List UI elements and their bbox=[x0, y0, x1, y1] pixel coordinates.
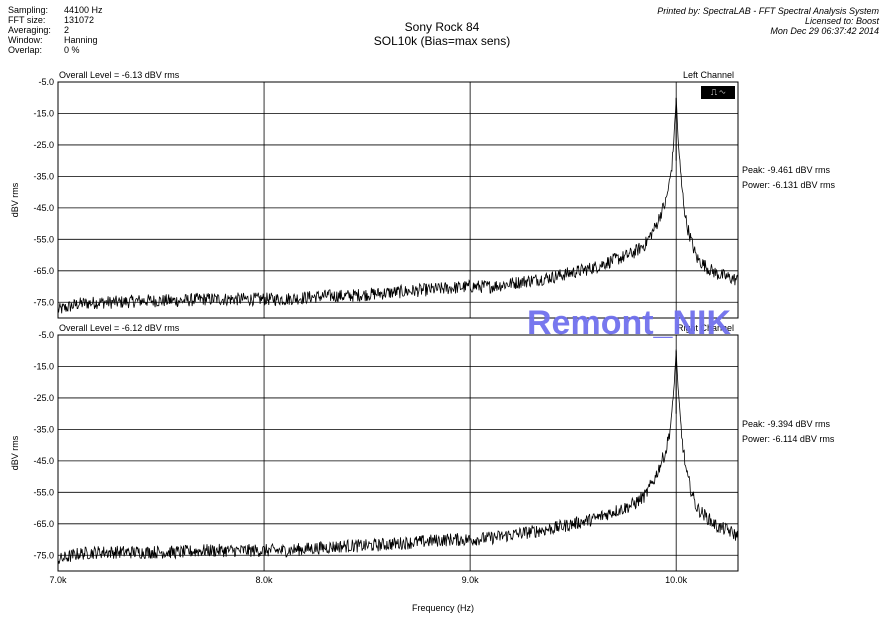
y-tick-label: -55.0 bbox=[33, 487, 54, 497]
printed-by: Printed by: SpectraLAB - FFT Spectral An… bbox=[657, 6, 879, 16]
setting-value: Hanning bbox=[64, 35, 98, 45]
y-tick-label: -45.0 bbox=[33, 203, 54, 213]
setting-label: Window: bbox=[8, 35, 43, 45]
watermark-text: Remont_NIK bbox=[527, 304, 732, 342]
setting-label: Overlap: bbox=[8, 45, 43, 55]
x-tick-label: 9.0k bbox=[462, 575, 480, 585]
print-date: Mon Dec 29 06:37:42 2014 bbox=[770, 26, 879, 36]
plot-frame bbox=[57, 81, 739, 319]
y-tick-label: -55.0 bbox=[33, 234, 54, 244]
y-tick-label: -15.0 bbox=[33, 361, 54, 371]
licensed-to: Licensed to: Boost bbox=[804, 16, 879, 26]
setting-label: Averaging: bbox=[8, 25, 51, 35]
x-tick-label: 10.0k bbox=[665, 575, 688, 585]
x-tick-label: 8.0k bbox=[256, 575, 274, 585]
chart-subtitle: SOL10k (Bias=max sens) bbox=[373, 34, 511, 48]
setting-value: 44100 Hz bbox=[64, 5, 103, 15]
x-axis-label: Frequency (Hz) bbox=[412, 603, 474, 613]
overall-level-top: Overall Level = -6.13 dBV rms bbox=[59, 70, 180, 80]
y-tick-label: -65.0 bbox=[33, 266, 54, 276]
y-tick-label: -45.0 bbox=[33, 456, 54, 466]
y-tick-label: -75.0 bbox=[33, 550, 54, 560]
waveform-toolbar-icon[interactable]: ⎍ ∿ bbox=[701, 86, 735, 99]
setting-label: FFT size: bbox=[8, 15, 46, 25]
channel-label-top: Left Channel bbox=[683, 70, 735, 80]
y-tick-label: -35.0 bbox=[33, 424, 54, 434]
y-tick-label: -25.0 bbox=[33, 140, 54, 150]
y-tick-label: -5.0 bbox=[38, 77, 54, 87]
y-tick-label: -75.0 bbox=[33, 297, 54, 307]
y-tick-label: -5.0 bbox=[38, 330, 54, 340]
plot-frame bbox=[57, 334, 739, 572]
y-axis-label: dBV rms bbox=[10, 435, 20, 470]
x-tick-label: 7.0k bbox=[49, 575, 67, 585]
peak-label-top: Peak: -9.461 dBV rms bbox=[742, 165, 831, 175]
y-axis-label: dBV rms bbox=[10, 182, 20, 217]
chart-title: Sony Rock 84 bbox=[404, 20, 480, 34]
y-tick-label: -25.0 bbox=[33, 393, 54, 403]
setting-value: 0 % bbox=[64, 45, 80, 55]
overall-level-bottom: Overall Level = -6.12 dBV rms bbox=[59, 323, 180, 333]
channel-label-bottom: Right Channel bbox=[677, 323, 735, 333]
y-tick-label: -15.0 bbox=[33, 108, 54, 118]
setting-value: 2 bbox=[64, 25, 70, 35]
power-label-top: Power: -6.131 dBV rms bbox=[742, 180, 836, 190]
setting-value: 131072 bbox=[64, 15, 95, 25]
peak-label-bottom: Peak: -9.394 dBV rms bbox=[742, 419, 831, 429]
spectrum-line bbox=[57, 349, 739, 566]
y-tick-label: -65.0 bbox=[33, 519, 54, 529]
y-tick-label: -35.0 bbox=[33, 171, 54, 181]
setting-label: Sampling: bbox=[8, 5, 49, 15]
spectrum-line bbox=[57, 98, 739, 314]
power-label-bottom: Power: -6.114 dBV rms bbox=[742, 434, 835, 444]
